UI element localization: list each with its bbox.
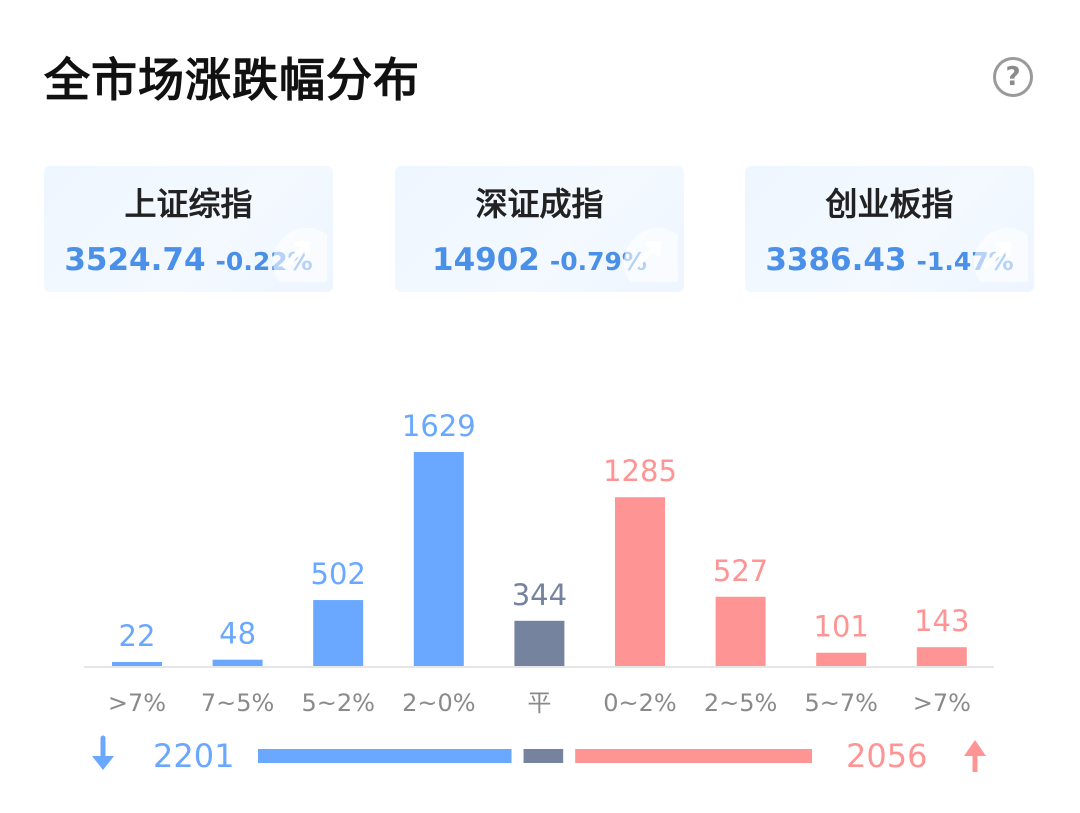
category-tick-label: 2~0% [402, 689, 475, 717]
bar-value-label: 344 [512, 578, 567, 612]
category-tick-label: 平 [527, 689, 551, 717]
index-card-shanghai[interactable]: 上证综指 3524.74 -0.22% [44, 166, 333, 292]
bar-2 [313, 600, 364, 666]
down-share-bar [258, 749, 512, 763]
page-title: 全市场涨跌幅分布 [44, 53, 420, 107]
bar-value-label: 143 [914, 604, 969, 638]
up-share-bar [575, 749, 812, 763]
index-cards: 上证综指 3524.74 -0.22% 深证成指 14902 -0.79% 创业板指… [44, 166, 1034, 292]
category-tick-label: >7% [108, 689, 166, 717]
bar-value-label: 22 [119, 619, 156, 653]
index-name: 深证成指 [475, 185, 604, 223]
trend-arrow-icon [273, 228, 327, 282]
category-tick-label: 7~5% [201, 689, 274, 717]
bar-1 [212, 659, 263, 666]
flat-share-bar [523, 749, 564, 763]
bar-7 [816, 652, 867, 666]
bar-value-label: 527 [713, 554, 768, 588]
trend-arrow-icon [624, 228, 678, 282]
category-tick-label: 0~2% [603, 689, 676, 717]
bar-value-label: 48 [219, 617, 256, 651]
bar-3 [413, 452, 464, 666]
index-value: 3524.74 [64, 242, 206, 278]
up-total: 2056 [846, 737, 928, 775]
index-name: 上证综指 [124, 185, 253, 223]
index-value: 14902 [432, 242, 540, 278]
category-tick-label: 5~2% [301, 689, 374, 717]
category-tick-label: >7% [913, 689, 971, 717]
bar-value-label: 1285 [603, 454, 677, 488]
help-icon[interactable]: ? [993, 57, 1033, 97]
bar-8 [916, 647, 967, 666]
bar-value-label: 101 [814, 610, 869, 644]
trend-arrow-icon [974, 228, 1028, 282]
bar-6 [715, 596, 766, 666]
index-name: 创业板指 [825, 185, 954, 223]
bar-value-label: 1629 [402, 409, 476, 443]
category-tick-label: 5~7% [804, 689, 877, 717]
down-total: 2201 [153, 737, 235, 775]
category-tick-label: 2~5% [704, 689, 777, 717]
bar-0 [112, 662, 162, 666]
up-arrow-head [964, 740, 986, 756]
down-arrow-head [92, 756, 114, 770]
index-value: 3386.43 [765, 242, 907, 278]
index-card-chinext[interactable]: 创业板指 3386.43 -1.47% [745, 166, 1034, 292]
index-card-shenzhen[interactable]: 深证成指 14902 -0.79% [395, 166, 684, 292]
bar-4 [514, 620, 565, 666]
bar-5 [615, 497, 665, 666]
bar-value-label: 502 [311, 557, 366, 591]
